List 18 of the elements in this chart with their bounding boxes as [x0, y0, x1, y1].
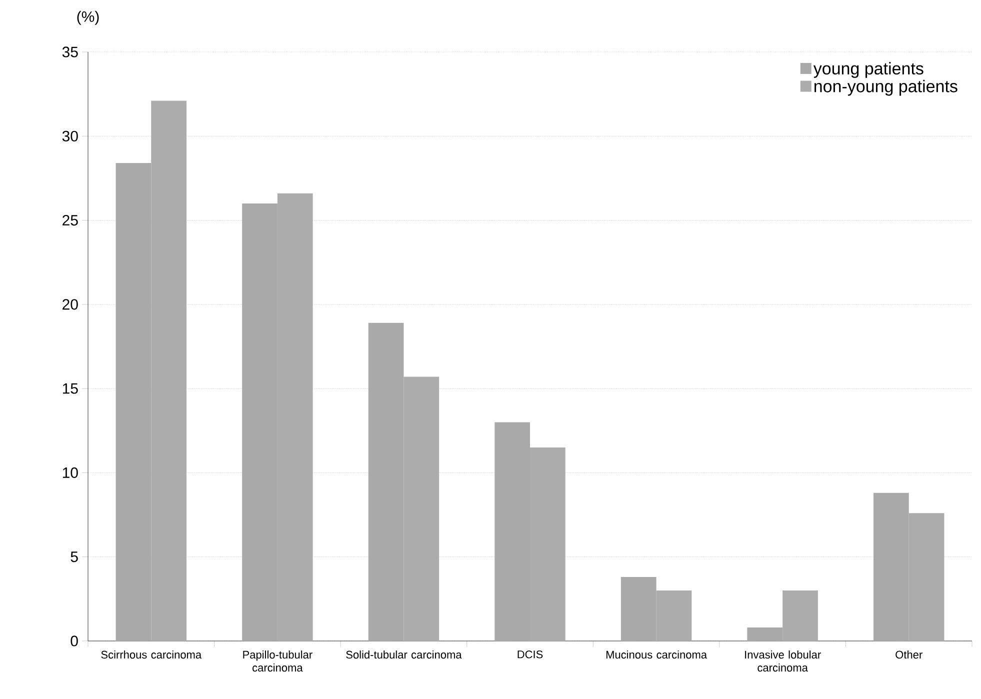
- x-tick-label: Papillo-tubular carcinoma: [243, 650, 312, 672]
- legend-label: non-young patients: [814, 80, 958, 96]
- y-axis-title: (%): [77, 10, 99, 25]
- y-tick-label: 35: [62, 46, 78, 58]
- x-tick-label: Solid-tubular carcinoma: [346, 650, 462, 659]
- y-tick-label: 20: [62, 299, 78, 310]
- y-tick-label: 10: [62, 467, 78, 478]
- y-tick-label: 30: [62, 130, 78, 142]
- x-tick-label: Scirrhous carcinoma: [101, 650, 202, 659]
- y-tick-label: 0: [70, 636, 78, 646]
- legend-label: young patients: [813, 62, 924, 78]
- y-tick-label: 25: [62, 214, 78, 226]
- x-tick-label: Invasive lobular carcinoma: [745, 650, 821, 672]
- x-tick-label: Mucinous carcinoma: [606, 650, 708, 659]
- y-tick-label: 5: [70, 552, 78, 562]
- x-tick-label: DCIS: [518, 650, 543, 658]
- x-tick-label: Other: [896, 650, 922, 659]
- y-tick-label: 15: [62, 383, 78, 394]
